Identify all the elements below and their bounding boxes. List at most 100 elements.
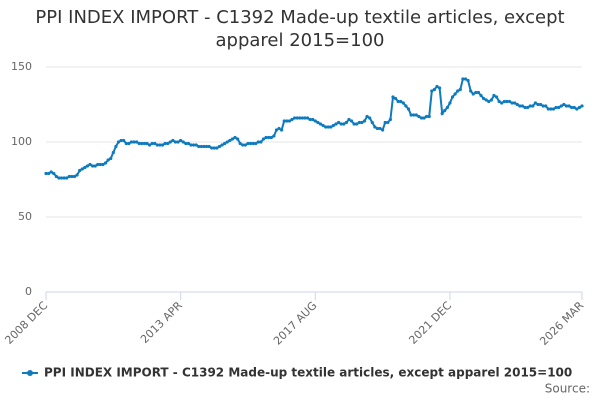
point <box>422 116 426 120</box>
point <box>147 143 152 147</box>
point <box>194 143 198 147</box>
point <box>357 120 361 125</box>
point <box>339 122 343 126</box>
point <box>155 143 159 147</box>
point <box>450 95 455 99</box>
point <box>101 162 105 167</box>
point <box>67 174 71 179</box>
point <box>580 104 584 108</box>
point <box>140 141 144 146</box>
point <box>412 113 416 117</box>
point <box>132 140 136 144</box>
point <box>207 144 211 149</box>
point <box>186 141 191 146</box>
point <box>456 89 460 93</box>
point <box>559 104 563 108</box>
point <box>528 104 532 108</box>
point <box>386 120 390 125</box>
point <box>46 171 51 176</box>
point <box>295 116 299 120</box>
point <box>471 92 475 96</box>
point <box>435 84 439 89</box>
point <box>562 102 566 107</box>
point <box>513 101 517 105</box>
point <box>324 125 328 129</box>
point <box>347 117 351 122</box>
point <box>75 173 79 177</box>
point <box>181 140 185 144</box>
point <box>417 114 421 119</box>
point <box>160 143 165 147</box>
point <box>96 162 100 167</box>
point <box>487 99 491 104</box>
point <box>523 105 527 110</box>
point <box>554 105 558 110</box>
point <box>251 141 255 146</box>
y-tick-label: 100 <box>11 135 32 148</box>
point <box>316 120 320 125</box>
point <box>489 98 493 102</box>
legend-marker <box>27 370 33 376</box>
point <box>575 107 579 111</box>
point <box>70 174 74 179</box>
point <box>414 113 418 117</box>
point <box>171 138 175 143</box>
point <box>163 141 167 146</box>
y-tick-label: 150 <box>11 60 32 73</box>
point <box>127 141 131 146</box>
point <box>326 125 330 129</box>
point <box>482 96 486 101</box>
legend-label: PPI INDEX IMPORT - C1392 Made-up textile… <box>44 366 572 380</box>
point <box>427 114 431 119</box>
point <box>267 135 271 140</box>
point <box>313 119 317 123</box>
source-label: Source: <box>545 382 590 396</box>
point <box>399 99 403 104</box>
point <box>507 99 512 104</box>
point <box>119 138 123 143</box>
point <box>401 101 405 105</box>
point <box>166 141 170 146</box>
point <box>476 90 481 95</box>
point <box>189 143 193 147</box>
point <box>300 116 304 120</box>
point <box>570 105 574 110</box>
point <box>383 120 387 125</box>
point <box>336 120 341 125</box>
point <box>246 141 250 146</box>
point <box>210 146 214 150</box>
point <box>355 122 359 126</box>
point <box>197 144 201 149</box>
point <box>502 99 506 104</box>
point <box>212 146 216 150</box>
point <box>137 141 141 146</box>
point <box>124 141 128 146</box>
point <box>158 143 162 147</box>
point <box>150 141 154 146</box>
point <box>243 143 247 147</box>
point <box>391 95 395 99</box>
chart-title: PPI INDEX IMPORT - C1392 Made-up textile… <box>35 7 565 51</box>
point <box>305 116 310 120</box>
point <box>370 120 374 125</box>
point <box>292 116 297 120</box>
point <box>321 123 325 128</box>
point <box>469 89 473 93</box>
point <box>577 105 582 110</box>
point <box>135 140 139 144</box>
point <box>515 102 519 107</box>
point <box>184 141 188 146</box>
point <box>238 141 242 146</box>
point <box>72 174 77 179</box>
point <box>122 138 126 143</box>
point <box>272 134 276 138</box>
point <box>236 137 240 141</box>
point <box>329 125 333 129</box>
point <box>352 122 356 126</box>
point <box>93 164 97 168</box>
point <box>204 144 209 149</box>
point <box>261 137 266 141</box>
point <box>98 162 102 167</box>
